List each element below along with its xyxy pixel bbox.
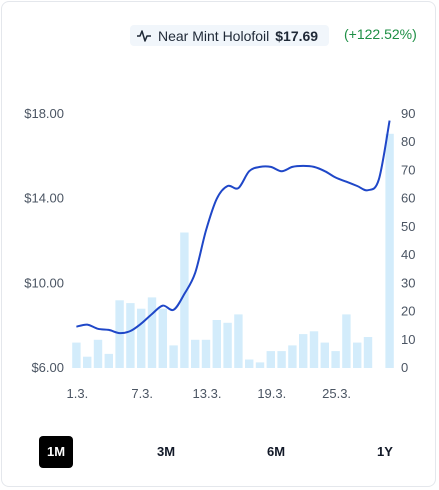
x-tick-label: 1.3. (67, 386, 89, 401)
volume-bar (83, 356, 92, 368)
volume-bar (223, 322, 232, 368)
volume-bar (309, 331, 319, 368)
y-right-tick-label: 60 (401, 191, 415, 206)
volume-bar (245, 359, 254, 368)
volume-bar (212, 320, 221, 368)
volume-bar (266, 351, 275, 368)
y-right-tick-label: 30 (401, 275, 415, 290)
y-right-tick-label: 0 (401, 360, 408, 375)
y-right-tick-label: 50 (401, 219, 415, 234)
volume-bar (180, 232, 189, 368)
y-right-tick-label: 90 (401, 106, 415, 121)
time-range-selector: 1M 3M 6M 1Y (39, 436, 399, 468)
volume-bar (104, 353, 113, 368)
volume-bar (147, 297, 157, 368)
range-6m-button[interactable]: 6M (266, 444, 286, 459)
volume-bar (126, 303, 135, 368)
y-right-tick-label: 70 (401, 162, 415, 177)
volume-bar (158, 308, 167, 368)
volume-bar (137, 308, 146, 368)
y-right-tick-label: 10 (401, 332, 415, 347)
y-left-tick-label: $18.00 (24, 106, 64, 121)
volume-bar (363, 337, 373, 368)
volume-bar (320, 342, 329, 368)
x-tick-label: 25.3. (322, 386, 351, 401)
line-chart-icon (136, 29, 152, 43)
series-legend[interactable]: Near Mint Holofoil $17.69 (130, 25, 329, 46)
volume-bar (169, 345, 178, 368)
y-right-tick-label: 80 (401, 134, 415, 149)
range-1m-button[interactable]: 1M (39, 436, 73, 468)
range-3m-button[interactable]: 3M (156, 444, 176, 459)
volume-bar (299, 334, 308, 368)
price-chart: $6.00 $10.00 $14.00 $18.00 0 10 20 30 40 50 60 70 80… (24, 106, 415, 401)
y-right-tick-label: 20 (401, 304, 415, 319)
range-1y-button[interactable]: 1Y (377, 444, 393, 459)
x-tick-label: 13.3. (193, 386, 222, 401)
volume-bar (353, 342, 362, 368)
y-right-tick-label: 40 (401, 247, 415, 262)
x-tick-label: 7.3. (131, 386, 153, 401)
volume-bar (191, 339, 200, 368)
price-line (76, 120, 391, 335)
volume-bar (201, 339, 211, 368)
volume-bar (93, 339, 103, 368)
price-change-percent: (+122.52%) (344, 26, 417, 42)
volume-bar (234, 314, 243, 368)
volume-bar (288, 345, 297, 368)
volume-bar (72, 342, 81, 368)
y-left-tick-label: $6.00 (31, 360, 64, 375)
volume-bar (342, 314, 351, 368)
y-left-tick-label: $14.00 (24, 191, 64, 206)
volume-bar (115, 300, 124, 368)
y-left-tick-label: $10.00 (24, 275, 64, 290)
volume-bar (385, 133, 394, 368)
current-price: $17.69 (275, 27, 319, 44)
volume-bar (331, 351, 340, 368)
x-tick-label: 19.3. (257, 386, 286, 401)
volume-bar (277, 351, 286, 368)
series-name: Near Mint Holofoil (158, 27, 270, 44)
volume-bar (255, 362, 265, 368)
